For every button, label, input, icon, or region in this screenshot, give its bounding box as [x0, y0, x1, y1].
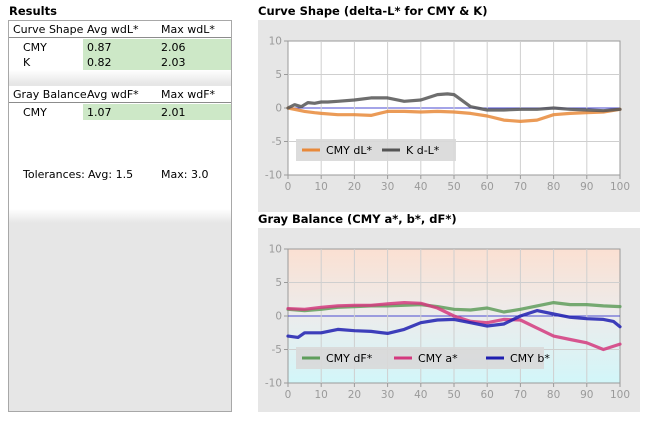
x-tick-label: 90 — [580, 181, 593, 193]
x-tick-label: 70 — [514, 389, 527, 401]
x-tick-label: 100 — [610, 181, 630, 193]
y-tick-label: 5 — [275, 277, 282, 289]
gray-header-max: Max wdF* — [161, 88, 216, 101]
curve-row-cmy-avg: 0.87 — [87, 41, 112, 54]
tolerances-label: Tolerances: — [23, 168, 85, 181]
x-tick-label: 30 — [381, 181, 394, 193]
y-tick-label: -10 — [265, 378, 282, 390]
y-tick-label: -10 — [265, 170, 282, 182]
curve-chart-title: Curve Shape (delta-L* for CMY & K) — [258, 4, 488, 18]
y-tick-label: -5 — [272, 344, 282, 356]
y-tick-label: 10 — [269, 36, 282, 48]
series-line-cmy-a — [286, 301, 622, 352]
gray-header-label: Gray Balance — [13, 88, 87, 101]
y-tick-label: 0 — [275, 311, 282, 323]
y-tick-label: 5 — [275, 69, 282, 81]
curve-row-k-avg: 0.82 — [87, 56, 112, 69]
gray-highlight — [83, 104, 231, 120]
curve-table-body: CMY 0.87 2.06 K 0.82 2.03 — [9, 38, 231, 70]
x-tick-label: 50 — [447, 389, 460, 401]
x-tick-label: 90 — [580, 389, 593, 401]
x-tick-label: 0 — [285, 181, 292, 193]
legend: CMY dF* CMY a* CMY b* — [296, 347, 550, 369]
curve-table-fade — [9, 70, 231, 84]
x-tick-label: 100 — [610, 389, 630, 401]
legend-label: K d-L* — [406, 144, 440, 157]
curve-header-label: Curve Shape — [13, 23, 84, 36]
legend-label: CMY a* — [418, 352, 458, 365]
curve-highlight — [83, 39, 231, 70]
legend-label: CMY dL* — [326, 144, 372, 157]
x-tick-label: 10 — [315, 181, 328, 193]
x-tick-label: 0 — [285, 389, 292, 401]
x-tick-label: 80 — [547, 181, 560, 193]
curve-row-cmy-max: 2.06 — [161, 41, 186, 54]
x-tick-label: 30 — [381, 389, 394, 401]
curve-header-avg: Avg wdL* — [87, 23, 139, 36]
series-lines — [286, 301, 622, 352]
x-tick-label: 40 — [414, 389, 427, 401]
series-line-k-d-l — [286, 92, 622, 113]
legend-label: CMY dF* — [326, 352, 373, 365]
gray-row-cmy-max: 2.01 — [161, 106, 186, 119]
x-tick-label: 10 — [315, 389, 328, 401]
gray-row-cmy-label: CMY — [23, 106, 47, 119]
x-tick-label: 20 — [348, 389, 361, 401]
x-tick-label: 80 — [547, 389, 560, 401]
x-tick-label: 70 — [514, 181, 527, 193]
x-tick-label: 60 — [481, 389, 494, 401]
curve-table-header: Curve Shape Avg wdL* Max wdL* — [9, 21, 231, 38]
x-tick-label: 40 — [414, 181, 427, 193]
gray-table-body: CMY 1.07 2.01 Tolerances: Avg: 1.5 Max: … — [9, 103, 231, 209]
gray-row-cmy-avg: 1.07 — [87, 106, 112, 119]
x-tick-label: 50 — [447, 181, 460, 193]
gray-chart-title: Gray Balance (CMY a*, b*, dF*) — [258, 212, 457, 226]
gray-table-fade — [9, 209, 231, 223]
legend: CMY dL* K d-L* — [296, 139, 456, 161]
tolerance-avg: Avg: 1.5 — [88, 168, 134, 181]
tolerance-max: Max: 3.0 — [161, 168, 209, 181]
x-tick-label: 20 — [348, 181, 361, 193]
results-title: Results — [9, 4, 57, 18]
y-tick-label: -5 — [272, 136, 282, 148]
curve-row-cmy-label: CMY — [23, 41, 47, 54]
legend-box — [296, 139, 456, 161]
series-line-cmy-dl — [286, 106, 622, 123]
legend-label: CMY b* — [510, 352, 550, 365]
legend-box — [296, 347, 544, 369]
results-panel: Curve Shape Avg wdL* Max wdL* CMY 0.87 2… — [8, 20, 232, 412]
gray-header-avg: Avg wdF* — [87, 88, 139, 101]
curve-row-k-label: K — [23, 56, 31, 69]
y-tick-label: 0 — [275, 103, 282, 115]
x-tick-label: 60 — [481, 181, 494, 193]
series-line-cmy-b — [286, 309, 622, 339]
series-lines — [286, 92, 622, 123]
curve-row-k-max: 2.03 — [161, 56, 186, 69]
y-tick-label: 10 — [269, 244, 282, 256]
curve-header-max: Max wdL* — [161, 23, 215, 36]
gray-table-header: Gray Balance Avg wdF* Max wdF* — [9, 86, 231, 103]
